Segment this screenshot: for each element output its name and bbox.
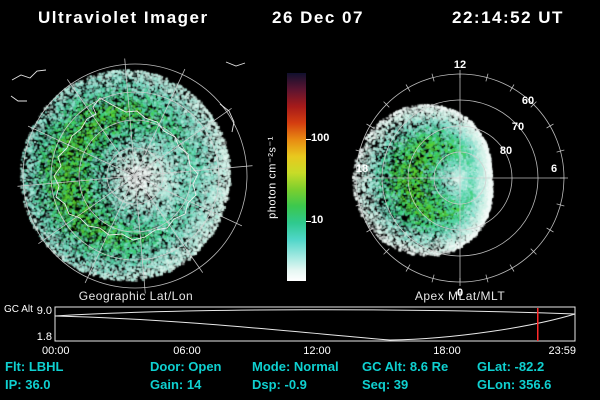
mlat-70-label: 70 [512,121,524,133]
geo-polar-grid [10,58,253,294]
colorbar-tick-mark [306,221,311,222]
apex-polar-grid: 12 0 18 6 60 70 80 [352,59,568,299]
mlt-0-label: 0 [457,287,463,299]
status-gain: Gain: 14 [150,377,202,392]
antarctica-coastline [10,61,246,241]
status-gc-alt: GC Alt: 8.6 Re [362,359,449,374]
xtick-0000: 00:00 [42,345,70,357]
mlat-60-label: 60 [522,95,534,107]
xtick-1800: 18:00 [433,345,461,357]
status-door: Door: Open [150,359,222,374]
gc-alt-curve-upper [54,309,576,317]
gc-alt-plot: GC Alt 9.0 1.8 00:00 06:00 12:00 18:00 2… [4,304,576,357]
colorbar-units-label: photon cm⁻²s⁻¹ [266,136,279,219]
status-glon: GLon: 356.6 [477,377,552,392]
status-ip: IP: 36.0 [5,377,51,392]
apex-mlat-rings [352,70,568,286]
xtick-0600: 06:00 [173,345,201,357]
status-seq: Seq: 39 [362,377,409,392]
mlt-6-label: 6 [551,163,557,175]
header-date: 26 Dec 07 [272,8,364,27]
mlt-18-label: 18 [356,163,368,175]
geo-plot-label: Geographic Lat/Lon [78,289,194,303]
colorbar-tick-10: 10 [311,214,324,226]
gc-alt-ytick-top: 9.0 [37,305,52,317]
gc-alt-ytick-bottom: 1.8 [37,331,52,343]
header-time: 22:14:52 UT [452,8,564,27]
status-flt: Flt: LBHL [5,359,64,374]
mlt-tick-marks [352,70,568,286]
geo-latlon-grid [17,58,253,294]
apex-plot-label: Apex MLat/MLT [414,289,506,303]
mlat-80-label: 80 [500,145,512,157]
colorbar-tick-mark [306,139,311,140]
mlt-12-label: 12 [454,59,466,71]
gc-alt-plot-frame [54,306,576,342]
status-mode: Mode: Normal [252,359,339,374]
colorbar-tick-100: 100 [311,132,330,144]
xtick-1200: 12:00 [303,345,331,357]
current-time-marker [537,308,539,341]
intensity-colorbar [287,73,306,281]
xtick-2359: 23:59 [548,345,576,357]
gc-alt-curve-lower [54,313,576,341]
status-glat: GLat: -82.2 [477,359,545,374]
gc-alt-ylabel: GC Alt [4,304,33,315]
app-title: Ultraviolet Imager [38,8,209,27]
status-dsp: Dsp: -0.9 [252,377,307,392]
